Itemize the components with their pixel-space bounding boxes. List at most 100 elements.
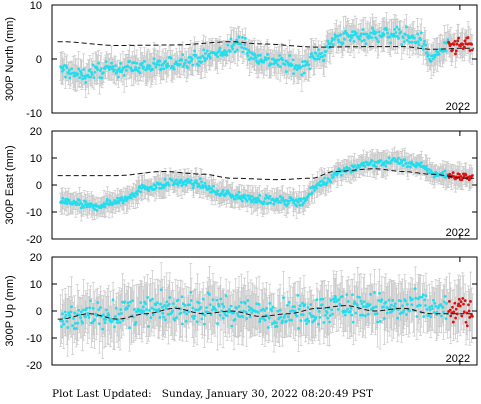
data-point xyxy=(374,165,378,169)
data-point xyxy=(229,37,233,41)
data-point xyxy=(243,36,247,40)
data-point xyxy=(64,75,67,79)
data-point xyxy=(207,52,211,56)
data-point xyxy=(186,66,190,70)
data-point xyxy=(363,38,366,42)
data-point xyxy=(135,61,139,65)
data-point xyxy=(457,172,461,176)
data-point xyxy=(408,40,412,44)
observations xyxy=(59,156,474,212)
data-point xyxy=(143,184,146,188)
data-point xyxy=(99,67,103,70)
data-point xyxy=(132,61,136,64)
data-point xyxy=(68,76,72,80)
data-point xyxy=(254,196,257,200)
data-point xyxy=(313,57,316,61)
data-point xyxy=(138,71,142,75)
data-point xyxy=(308,55,312,59)
data-point xyxy=(286,202,290,206)
data-point xyxy=(300,197,303,201)
data-point xyxy=(143,60,146,63)
data-point xyxy=(435,171,439,175)
data-point xyxy=(154,184,158,187)
data-point xyxy=(134,66,138,69)
data-point xyxy=(348,39,352,42)
data-point xyxy=(239,197,243,201)
data-point xyxy=(237,190,241,194)
data-point xyxy=(294,64,298,67)
data-point xyxy=(252,57,255,61)
data-point xyxy=(128,193,132,197)
data-point xyxy=(116,68,120,72)
data-point xyxy=(245,51,249,55)
data-point xyxy=(276,197,280,201)
data-point xyxy=(320,55,324,59)
data-point xyxy=(454,52,457,56)
data-point xyxy=(225,51,228,54)
data-point xyxy=(349,34,353,37)
data-point xyxy=(235,193,239,197)
data-point xyxy=(300,73,304,77)
data-point xyxy=(397,36,400,40)
data-point xyxy=(417,43,421,47)
data-point xyxy=(388,161,392,165)
data-point xyxy=(201,54,205,58)
data-point xyxy=(401,164,405,167)
data-point xyxy=(302,71,306,75)
data-point xyxy=(98,76,101,80)
data-point xyxy=(209,187,213,190)
data-point xyxy=(253,54,257,57)
panel-2: -20 -10 0 10 20 2022 300P East (mm) xyxy=(4,126,478,246)
data-point xyxy=(142,65,146,69)
data-point xyxy=(196,56,200,60)
data-point xyxy=(363,164,367,168)
data-point xyxy=(350,36,353,40)
data-point xyxy=(88,68,92,72)
data-point xyxy=(339,173,343,177)
data-point xyxy=(216,189,220,193)
data-point xyxy=(110,61,113,65)
data-point xyxy=(292,72,295,76)
data-point xyxy=(97,61,100,65)
data-point xyxy=(226,43,230,47)
data-point xyxy=(65,66,69,70)
data-point xyxy=(167,64,171,68)
data-point xyxy=(425,51,429,54)
data-point xyxy=(266,53,269,56)
y-tick-label: -10 xyxy=(26,108,42,120)
data-point xyxy=(299,65,303,69)
data-point xyxy=(385,28,389,32)
data-point xyxy=(178,63,182,66)
data-point xyxy=(83,203,87,206)
data-point xyxy=(278,65,282,69)
data-point xyxy=(194,53,198,57)
data-point xyxy=(296,67,299,70)
data-point xyxy=(93,207,97,211)
data-point xyxy=(464,173,468,177)
data-point xyxy=(266,201,270,205)
data-point xyxy=(152,57,156,61)
data-point xyxy=(358,37,361,41)
panel-data-3 xyxy=(57,262,475,359)
data-point xyxy=(335,173,339,177)
data-point xyxy=(332,38,336,41)
data-point xyxy=(241,50,245,54)
data-point xyxy=(136,192,139,196)
data-point xyxy=(164,59,167,63)
y-tick-label: 10 xyxy=(30,153,42,165)
data-point xyxy=(95,209,99,212)
data-point xyxy=(80,73,84,77)
data-point xyxy=(162,186,166,190)
data-point xyxy=(429,59,433,63)
data-point xyxy=(182,182,185,186)
data-point xyxy=(395,25,399,29)
data-point xyxy=(295,204,299,208)
data-point xyxy=(308,67,312,71)
data-point xyxy=(256,54,260,57)
data-point xyxy=(451,48,454,52)
data-point xyxy=(410,160,414,164)
data-point xyxy=(372,29,376,33)
data-point xyxy=(116,75,120,79)
data-point xyxy=(250,200,254,204)
data-point xyxy=(90,71,93,74)
